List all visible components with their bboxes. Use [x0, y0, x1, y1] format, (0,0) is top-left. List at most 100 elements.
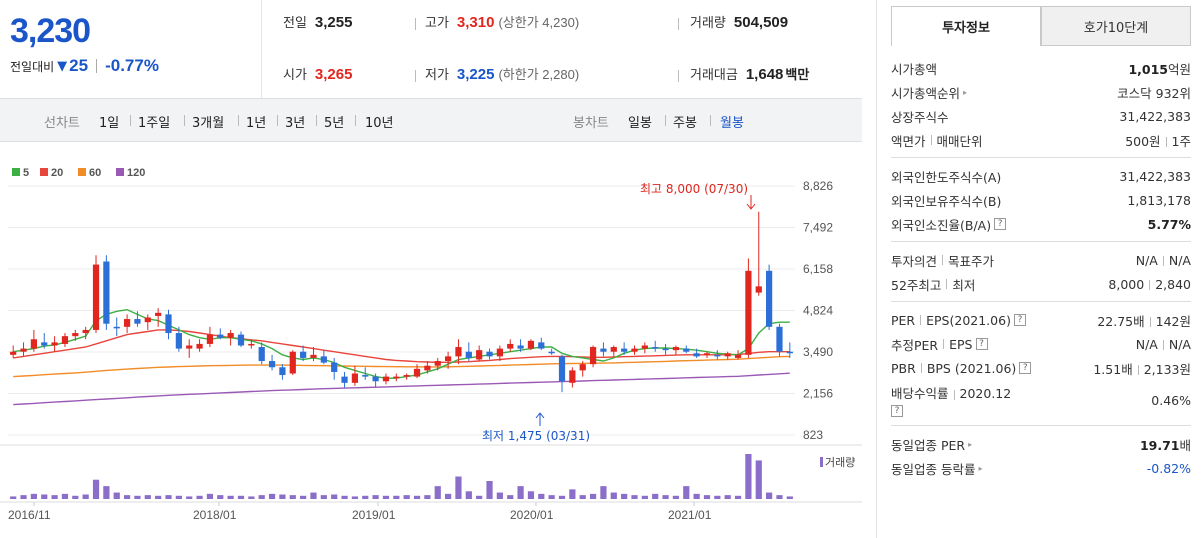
help-icon[interactable]: ?	[994, 218, 1007, 230]
candle-chart-label[interactable]: 봉차트	[573, 116, 609, 131]
volume-value: 504,509	[733, 14, 789, 31]
tab-orderbook[interactable]: 호가10단계	[1041, 6, 1191, 46]
candle-body	[672, 347, 680, 351]
volume-bar	[683, 486, 690, 499]
help-icon[interactable]: ?	[1013, 314, 1026, 326]
candle-body	[703, 353, 711, 355]
volume-bar	[703, 495, 711, 499]
candle-body	[72, 333, 79, 337]
volume-bar	[258, 495, 265, 499]
volume-bar	[372, 495, 379, 499]
candle-body	[724, 353, 731, 357]
arrowhead	[535, 412, 545, 419]
volume-bar	[641, 495, 648, 499]
low-stat: 저가 3,225 (하한가 2,280)	[425, 66, 580, 83]
industry-per-row[interactable]: 동일업종 PER ▸ 19.71배	[891, 437, 1191, 453]
volume-bar	[662, 495, 669, 499]
volume-bar	[248, 496, 255, 499]
opinion-row: 투자의견 목표주가 N/A N/A	[891, 252, 1191, 269]
x-tick-label: 2021/01	[668, 508, 712, 522]
help-icon[interactable]: ?	[891, 405, 903, 417]
chart-grid	[0, 185, 862, 503]
ma120-line	[13, 372, 790, 406]
volume-bar	[496, 492, 503, 499]
tab-1w[interactable]: 1주일	[138, 116, 171, 131]
tab-monthly[interactable]: 월봉	[720, 116, 744, 131]
moving-averages	[13, 308, 790, 406]
candle-body	[579, 364, 586, 371]
y-tick-label: 7,492	[803, 221, 833, 235]
help-icon[interactable]: ?	[975, 338, 988, 350]
x-tick-label: 2020/01	[510, 508, 554, 522]
volume-bar	[424, 495, 431, 499]
volume-bar	[165, 495, 172, 499]
tab-invest-info[interactable]: 투자정보	[891, 6, 1041, 46]
ma60-line	[13, 355, 790, 378]
volume-bar	[393, 495, 400, 499]
candle-body	[631, 348, 638, 352]
legend-label: 5	[23, 167, 29, 179]
volume-bar	[714, 495, 721, 499]
volume-bar	[745, 454, 752, 499]
candle-body	[61, 336, 69, 344]
volume-bar	[434, 486, 441, 499]
price-chart[interactable]: 5 20 60 120 8,8267,4926,1584,8243,4902,1568…	[0, 142, 862, 538]
candle-body	[320, 356, 327, 363]
prev-close-value: 3,255	[314, 14, 353, 31]
candle-body	[434, 361, 441, 366]
x-axis: 2016/11 2018/01 2019/01 2020/01 2021/01	[8, 502, 712, 522]
tab-10y[interactable]: 10년	[365, 116, 394, 131]
tab-3y[interactable]: 3년	[285, 116, 306, 131]
chart-legend: 5 20 60 120	[12, 167, 145, 179]
line-chart-label[interactable]: 선차트	[44, 116, 80, 131]
volume-bar	[123, 495, 131, 499]
candle-body	[610, 347, 617, 352]
tab-weekly[interactable]: 주봉	[673, 116, 697, 131]
tab-1d[interactable]: 1일	[99, 116, 120, 131]
volume-bar	[227, 495, 234, 499]
volume-bar	[444, 493, 452, 499]
legend-label: 20	[51, 167, 63, 179]
volume-bar	[134, 495, 141, 499]
volume-bar	[776, 495, 783, 499]
volume-bar	[279, 494, 286, 499]
volume-bar	[403, 495, 410, 499]
info-tabs: 투자정보 호가10단계	[891, 6, 1191, 46]
candle-body	[755, 286, 762, 293]
candle-body	[372, 376, 379, 382]
candle-body	[766, 270, 773, 327]
y-tick-label: 4,824	[803, 304, 833, 318]
cap-rank-row[interactable]: 시가총액순위 ▸ 코스닥 932위	[891, 85, 1191, 101]
tab-daily[interactable]: 일봉	[628, 116, 652, 131]
divider	[96, 59, 98, 73]
candle-body	[51, 342, 58, 346]
prev-close-stat: 전일 3,255	[283, 14, 353, 31]
candle-body	[217, 334, 224, 338]
tab-3m[interactable]: 3개월	[192, 116, 225, 131]
volume-bar	[600, 486, 607, 499]
high-annotation: 최고 8,000 (07/30)	[640, 182, 748, 196]
per-row: PER EPS(2021.06)? 22.75배 142원	[891, 312, 1191, 329]
legend-swatch	[12, 168, 20, 176]
candle-body	[175, 333, 182, 349]
candle-body	[652, 347, 659, 349]
volume-bar	[41, 494, 48, 499]
volume-bar	[72, 495, 79, 499]
candle-body	[558, 356, 566, 382]
volume-bar	[362, 495, 369, 499]
candle-body	[155, 312, 162, 316]
down-arrow-icon: ▼	[57, 58, 68, 74]
volume-bar	[331, 494, 338, 499]
tab-1y[interactable]: 1년	[246, 116, 267, 131]
volume-bar	[527, 491, 535, 499]
volume-bar	[351, 496, 359, 499]
industry-change-row[interactable]: 동일업종 등락률 ▸ -0.82%	[891, 460, 1191, 477]
chart-period-tabbar: 선차트 1일 1주일 3개월 1년 3년 5년 10년 봉차트 일봉 주봉 월봉	[0, 98, 862, 142]
help-icon[interactable]: ?	[1019, 362, 1032, 374]
candle-body	[486, 351, 493, 357]
legend-swatch	[78, 168, 86, 176]
tab-5y[interactable]: 5년	[324, 116, 345, 131]
high-value: 3,310	[456, 14, 495, 31]
candle-body	[465, 351, 472, 358]
stock-quote-panel: 3,230 전일대비 ▼ 25 -0.77% 전일 3,255 고가 3,310…	[0, 0, 862, 538]
